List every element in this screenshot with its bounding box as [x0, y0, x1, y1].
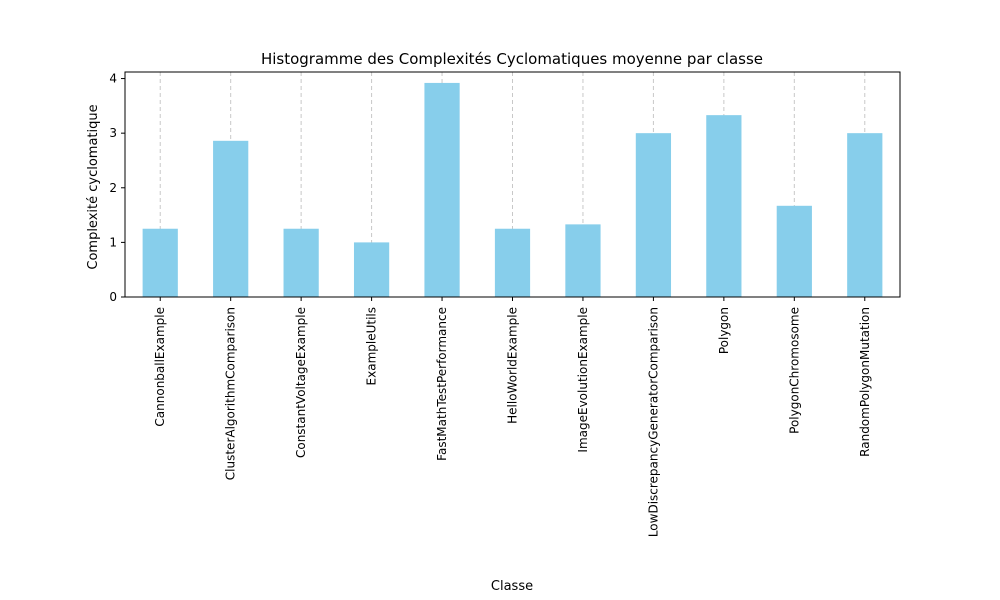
bar	[353, 242, 390, 297]
bar	[213, 140, 249, 297]
y-axis-ticks: 0 1 2 3 4	[109, 72, 125, 304]
chart-title: Histogramme des Complexités Cyclomatique…	[261, 50, 763, 68]
y-tick-label: 2	[109, 181, 117, 195]
bar	[776, 205, 812, 297]
x-tick-label: RandomPolygonMutation	[858, 307, 872, 457]
x-tick-label: PolygonChromosome	[787, 307, 801, 434]
y-axis-label: Complexité cyclomatique	[86, 104, 101, 269]
bars	[142, 82, 883, 297]
bar	[565, 224, 601, 297]
y-tick-label: 3	[109, 126, 117, 140]
bar	[847, 133, 883, 297]
y-tick-label: 1	[109, 235, 117, 249]
bar	[494, 228, 531, 297]
x-tick-label: ImageEvolutionExample	[576, 307, 590, 453]
x-tick-label: Polygon	[717, 307, 731, 354]
x-tick-label: HelloWorldExample	[506, 307, 520, 424]
bar	[706, 115, 742, 297]
x-tick-label: LowDiscrepancyGeneratorComparison	[646, 307, 660, 537]
bar	[424, 82, 460, 297]
x-tick-label: ExampleUtils	[365, 307, 379, 385]
bar	[142, 228, 178, 297]
x-tick-label: ConstantVoltageExample	[294, 307, 308, 458]
y-tick-label: 0	[109, 290, 117, 304]
x-tick-label: ClusterAlgorithmComparison	[224, 307, 238, 480]
y-tick-label: 4	[109, 72, 117, 86]
bar	[283, 228, 319, 297]
x-tick-label: FastMathTestPerformance	[435, 307, 449, 461]
x-tick-label: CannonballExample	[153, 307, 167, 427]
x-axis-label: Classe	[491, 579, 533, 594]
x-axis-ticks: CannonballExample ClusterAlgorithmCompari…	[153, 297, 872, 537]
bar	[635, 133, 672, 297]
